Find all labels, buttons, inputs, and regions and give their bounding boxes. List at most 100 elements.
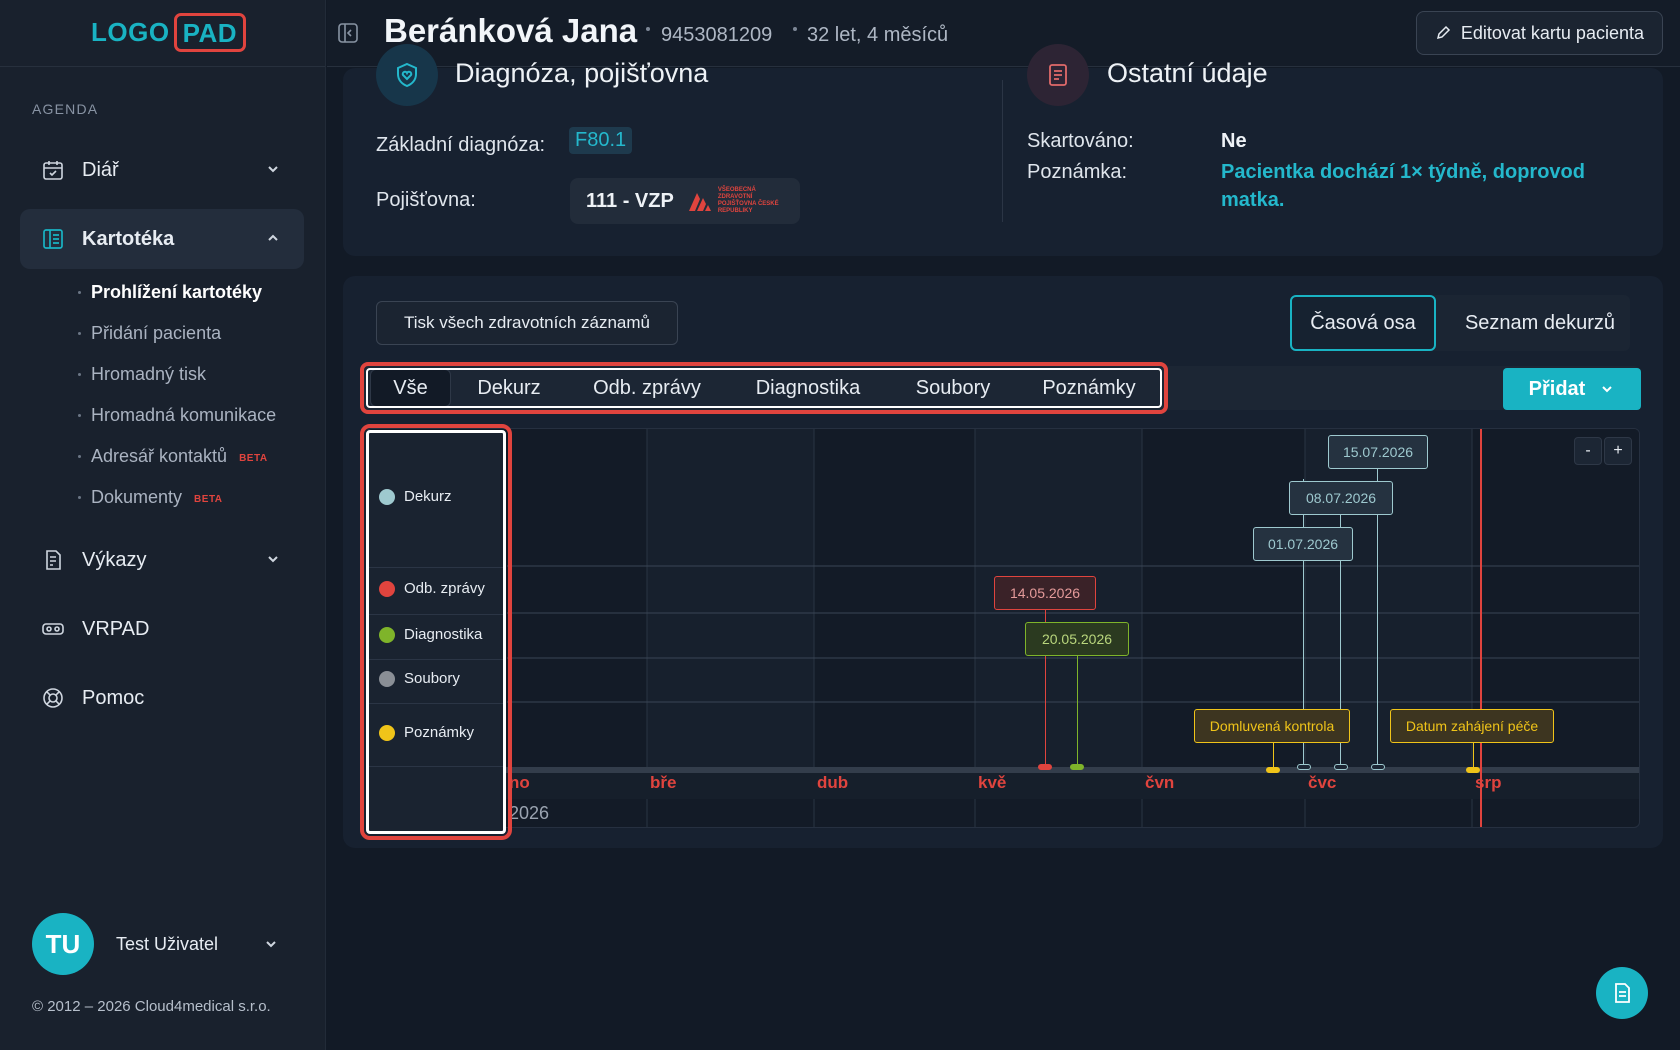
legend-divider: [369, 659, 503, 660]
filter-tab-files[interactable]: Soubory: [915, 376, 991, 399]
sidebar-subitem-adresar[interactable]: Adresář kontaktů BETA: [78, 446, 268, 467]
legend-divider: [369, 766, 503, 767]
legend-dot: [379, 626, 395, 643]
sidebar-item-kartoteka[interactable]: Kartotéka: [20, 209, 304, 269]
month-label: čvc: [1308, 773, 1337, 792]
other-title: Ostatní údaje: [1107, 58, 1268, 88]
view-toggle: Časová osa Seznam dekurzů: [1290, 295, 1630, 351]
event-dekurz[interactable]: 08.07.2026: [1289, 481, 1393, 515]
sidebar-item-diar[interactable]: Diář: [20, 140, 304, 200]
legend-label: Odb. zprávy: [404, 580, 485, 597]
insurance-value: 111 - VZP VŠEOBECNÁ ZDRAVOTNÍ POJIŠŤOVNA…: [570, 178, 800, 224]
edit-patient-button[interactable]: Editovat kartu pacienta: [1415, 11, 1663, 55]
sidebar-item-label: Pomoc: [82, 686, 145, 709]
tab-dekurz-list[interactable]: Seznam dekurzů: [1464, 311, 1616, 334]
report-icon: [40, 547, 66, 573]
event-dekurz[interactable]: 01.07.2026: [1253, 527, 1353, 561]
user-name: Test Uživatel: [116, 933, 219, 954]
chevron-down-icon: [268, 166, 278, 173]
event-marker: [1266, 767, 1280, 773]
event-marker: [1070, 764, 1084, 770]
legend-item-dekurz: Dekurz: [379, 488, 452, 505]
sidebar-subitem-hromadny-tisk[interactable]: Hromadný tisk: [78, 364, 206, 385]
chevron-up-icon: [268, 234, 278, 241]
legend-highlight: [360, 424, 512, 840]
tab-timeline[interactable]: Časová osa: [1290, 295, 1436, 351]
sidebar-subitem-prohlizeni[interactable]: Prohlížení kartotéky: [78, 282, 262, 303]
event-diagnostics[interactable]: 20.05.2026: [1025, 622, 1129, 656]
logo-text-right: PAD: [173, 13, 247, 52]
timeline-chart[interactable]: 15.07.2026 08.07.2026 01.07.2026 14.05.2…: [366, 428, 1640, 828]
month-label: dub: [817, 773, 849, 792]
top-bar: Beránková Jana 9453081209 32 let, 4 měsí…: [327, 0, 1680, 67]
filter-tab-notes[interactable]: Poznámky: [1042, 376, 1136, 399]
logo-text-left: LOGO: [91, 17, 170, 47]
note-label: Poznámka:: [1027, 161, 1128, 183]
sidebar: LOGO PAD AGENDA Diář Kartotéka Prohlížen…: [0, 0, 326, 1050]
document-icon: [1615, 983, 1630, 1003]
sidebar-item-label: Diář: [82, 158, 119, 181]
event-marker: [1466, 767, 1480, 773]
filter-tab-diagnostics[interactable]: Diagnostika: [755, 376, 861, 399]
separator-dot: [646, 27, 650, 31]
filter-tab-reports[interactable]: Odb. zprávy: [593, 376, 701, 399]
bullet: [78, 291, 81, 294]
app-logo[interactable]: LOGO PAD: [91, 13, 247, 52]
vzp-logo-text: VŠEOBECNÁ ZDRAVOTNÍ POJIŠŤOVNA ČESKÉ REP…: [717, 187, 779, 214]
beta-badge: BETA: [239, 453, 268, 464]
subitem-label: Dokumenty: [91, 487, 183, 507]
edit-button-label: Editovat kartu pacienta: [1460, 22, 1644, 43]
zoom-in-button[interactable]: +: [1604, 437, 1632, 465]
event-stem: [1045, 595, 1046, 769]
add-button[interactable]: Přidat: [1503, 368, 1641, 410]
month-label: čvn: [1145, 773, 1175, 792]
sidebar-item-pomoc[interactable]: Pomoc: [20, 668, 304, 728]
subitem-label: Adresář kontaktů: [91, 446, 228, 466]
legend-dot: [379, 580, 395, 597]
user-menu[interactable]: TU Test Uživatel: [32, 913, 280, 975]
patient-id: 9453081209: [661, 24, 773, 46]
notes-fab-button[interactable]: [1596, 967, 1648, 1019]
diagnosis-code[interactable]: F80.1: [569, 127, 633, 154]
sidebar-subitem-pridani[interactable]: Přidání pacienta: [78, 323, 221, 344]
event-note[interactable]: Domluvená kontrola: [1194, 709, 1350, 743]
chevron-down-icon: [1602, 386, 1613, 393]
legend-divider: [369, 567, 503, 568]
sidebar-item-label: Kartotéka: [82, 227, 175, 250]
subitem-label: Přidání pacienta: [91, 323, 222, 343]
legend-label: Poznámky: [404, 724, 475, 741]
sidebar-item-label: VRPAD: [82, 617, 150, 640]
bullet: [78, 414, 81, 417]
sidebar-subitem-hromadna-komunikace[interactable]: Hromadná komunikace: [78, 405, 276, 426]
bullet: [78, 496, 81, 499]
zoom-out-button[interactable]: -: [1574, 437, 1602, 465]
event-stem: [1273, 727, 1274, 769]
sidebar-item-vykazy[interactable]: Výkazy: [20, 530, 304, 590]
print-all-button[interactable]: Tisk všech zdravotních záznamů: [376, 301, 678, 345]
sidebar-item-vrpad[interactable]: VRPAD: [20, 599, 304, 659]
filter-tab-dekurz[interactable]: Dekurz: [477, 376, 541, 399]
event-note[interactable]: Datum zahájení péče: [1390, 709, 1554, 743]
calendar-icon: [40, 157, 66, 183]
subitem-label: Hromadná komunikace: [91, 405, 277, 425]
note-value-cont: matka.: [1221, 189, 1285, 211]
legend-label: Soubory: [404, 670, 460, 687]
vr-headset-icon: [40, 616, 66, 642]
event-report[interactable]: 14.05.2026: [994, 576, 1096, 610]
add-button-label: Přidat: [1528, 377, 1586, 400]
diagnosis-title: Diagnóza, pojišťovna: [455, 58, 709, 88]
copyright: © 2012 – 2026 Cloud4medical s.r.o.: [32, 998, 271, 1015]
legend-item-diagnostics: Diagnostika: [379, 626, 482, 643]
month-label: kvě: [978, 773, 1007, 792]
event-marker: [1371, 764, 1385, 770]
avatar: TU: [32, 913, 94, 975]
subitem-label: Hromadný tisk: [91, 364, 207, 384]
sidebar-subitem-dokumenty[interactable]: Dokumenty BETA: [78, 487, 223, 508]
event-stem: [1473, 727, 1474, 769]
patient-age: 32 let, 4 měsíců: [807, 24, 949, 46]
sidebar-collapse-icon[interactable]: [337, 22, 359, 44]
card-divider: [1002, 80, 1003, 222]
timeline-canvas: [367, 429, 1639, 827]
event-dekurz[interactable]: 15.07.2026: [1328, 435, 1428, 469]
sidebar-item-label: Výkazy: [82, 548, 147, 571]
